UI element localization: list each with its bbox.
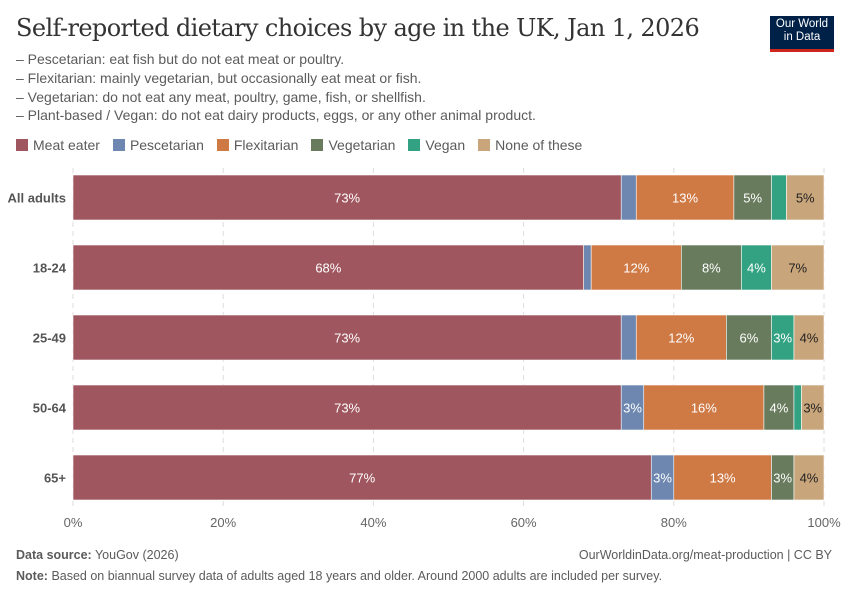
source-label: Data source: <box>16 548 92 562</box>
chart-title: Self-reported dietary choices by age in … <box>16 14 700 42</box>
note-vegetarian: – Vegetarian: do not eat any meat, poult… <box>16 89 426 105</box>
legend-item-vegetarian[interactable]: Vegetarian <box>311 137 395 153</box>
bar-meat-eater[interactable] <box>72 454 652 501</box>
data-source: Data source: YouGov (2026) <box>16 548 179 562</box>
bar-chart: 0% 20% 40% 60% 80% 100% All adults 73% 13% 5% 5% 18… <box>7 168 841 530</box>
category-label: 50-64 <box>33 401 67 416</box>
data-label: 73% <box>334 191 360 206</box>
bar-flexitarian[interactable] <box>643 384 765 431</box>
data-label: 4% <box>800 471 819 486</box>
data-label: 73% <box>334 331 360 346</box>
data-label: 6% <box>740 331 759 346</box>
bar-flexitarian[interactable] <box>673 454 772 501</box>
data-label: 3% <box>773 331 792 346</box>
x-tick-label: 40% <box>360 515 386 530</box>
data-label: 12% <box>668 331 694 346</box>
data-label: 13% <box>710 471 736 486</box>
data-label: 5% <box>796 191 815 206</box>
category-label: 65+ <box>44 471 66 486</box>
data-label: 3% <box>653 471 672 486</box>
note-vegan: – Plant-based / Vegan: do not eat dairy … <box>16 107 536 123</box>
note-label: Note: <box>16 569 48 583</box>
logo-text: Our World in Data <box>775 18 829 43</box>
legend-label: Pescetarian <box>129 137 204 153</box>
data-label: 68% <box>315 261 341 276</box>
bar-none-of-these[interactable] <box>793 314 825 361</box>
category-label: 18-24 <box>33 261 67 276</box>
bar-pescetarian[interactable] <box>620 174 637 221</box>
data-label: 8% <box>702 261 721 276</box>
x-tick-label: 80% <box>661 515 687 530</box>
bar-none-of-these[interactable] <box>801 384 825 431</box>
x-tick-label: 0% <box>64 515 83 530</box>
data-label: 12% <box>623 261 649 276</box>
data-label: 5% <box>743 191 762 206</box>
data-label: 4% <box>800 331 819 346</box>
legend-label: Meat eater <box>33 137 100 153</box>
legend-item-flexitarian[interactable]: Flexitarian <box>216 137 299 153</box>
legend-swatch <box>478 139 491 151</box>
data-label: 3% <box>803 401 822 416</box>
legend-item-vegan[interactable]: Vegan <box>408 137 465 153</box>
legend-item-meat-eater[interactable]: Meat eater <box>16 137 100 153</box>
bar-vegetarian[interactable] <box>726 314 772 361</box>
source-url[interactable]: OurWorldinData.org/meat-production | CC … <box>578 548 832 562</box>
legend-swatch <box>16 139 28 151</box>
data-label: 77% <box>349 471 375 486</box>
x-tick-label: 100% <box>807 515 841 530</box>
bar-flexitarian[interactable] <box>635 174 735 221</box>
bar-flexitarian[interactable] <box>590 244 682 291</box>
bar-none-of-these[interactable] <box>786 174 825 221</box>
x-tick-label: 60% <box>511 515 537 530</box>
bar-pescetarian[interactable] <box>583 244 592 291</box>
legend-swatch <box>216 139 229 151</box>
legend-swatch <box>311 139 324 151</box>
data-label: 13% <box>672 191 698 206</box>
data-label: 7% <box>788 261 807 276</box>
note-text: Based on biannual survey data of adults … <box>51 569 663 583</box>
category-label: All adults <box>7 191 66 206</box>
data-label: 4% <box>747 261 766 276</box>
data-label: 3% <box>623 401 642 416</box>
bar-vegan[interactable] <box>771 174 787 221</box>
bar-meat-eater[interactable] <box>72 244 584 291</box>
category-label: 25-49 <box>33 331 66 346</box>
owid-logo[interactable]: Our World in Data <box>770 16 834 52</box>
data-label: 3% <box>773 471 792 486</box>
legend: Meat eater Pescetarian Flexitarian Vegetari… <box>16 137 582 153</box>
bar-meat-eater[interactable] <box>72 174 622 221</box>
bar-flexitarian[interactable] <box>635 314 727 361</box>
bar-vegan[interactable] <box>793 384 802 431</box>
note-flexitarian: – Flexitarian: mainly vegetarian, but oc… <box>16 70 422 86</box>
bar-meat-eater[interactable] <box>72 314 622 361</box>
bar-pescetarian[interactable] <box>620 314 637 361</box>
legend-swatch <box>112 139 125 151</box>
legend-label: Vegan <box>425 137 466 153</box>
bar-vegetarian[interactable] <box>681 244 742 291</box>
bar-vegetarian[interactable] <box>763 384 795 431</box>
footnote: Note: Based on biannual survey data of a… <box>16 569 662 583</box>
legend-label: Flexitarian <box>233 137 299 153</box>
note-pescetarian: – Pescetarian: eat fish but do not eat m… <box>16 51 345 67</box>
legend-swatch <box>408 139 421 151</box>
bar-vegan[interactable] <box>741 244 772 291</box>
bar-none-of-these[interactable] <box>793 454 825 501</box>
source-text: YouGov (2026) <box>94 548 179 562</box>
legend-item-pescetarian[interactable]: Pescetarian <box>112 137 204 153</box>
data-label: 73% <box>334 401 360 416</box>
bar-none-of-these[interactable] <box>771 244 825 291</box>
x-tick-label: 20% <box>210 515 236 530</box>
legend-item-none-of-these[interactable]: None of these <box>478 137 582 153</box>
bar-vegetarian[interactable] <box>733 174 772 221</box>
data-label: 16% <box>691 401 717 416</box>
legend-label: None of these <box>495 137 583 153</box>
legend-label: Vegetarian <box>328 137 396 153</box>
data-label: 4% <box>770 401 789 416</box>
